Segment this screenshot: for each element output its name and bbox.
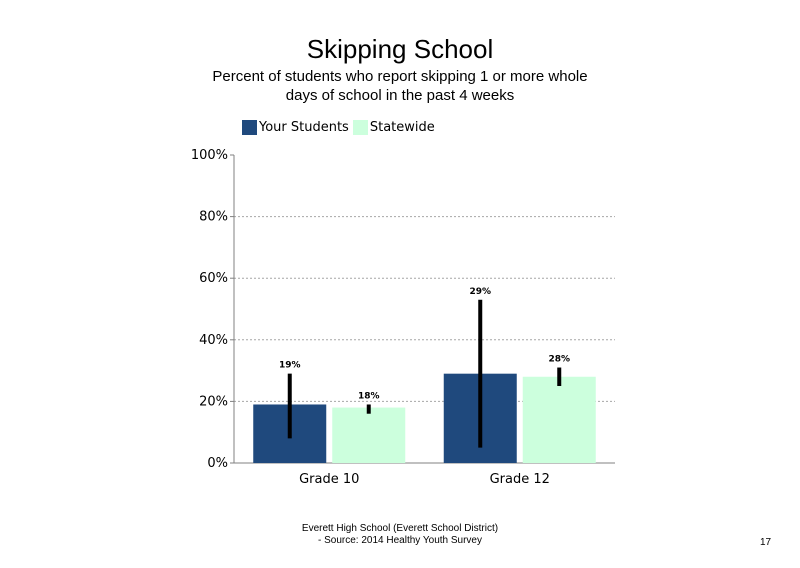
bar-statewide — [332, 407, 406, 463]
legend-item-your-students: Your Students — [242, 119, 349, 135]
legend-swatch-statewide — [352, 119, 368, 135]
chart-subtitle: Percent of students who report skipping … — [212, 68, 588, 104]
data-label: 28% — [548, 355, 570, 365]
legend-label-statewide: Statewide — [369, 119, 435, 135]
legend-item-statewide: Statewide — [352, 119, 435, 135]
footer-source: - Source: 2014 Healthy Youth Survey — [318, 535, 482, 546]
data-label: 29% — [469, 287, 491, 297]
chart-title: Skipping School — [306, 34, 494, 64]
legend: Your Students Statewide — [242, 118, 439, 136]
y-tick-label: 80% — [199, 210, 228, 225]
y-tick-label: 0% — [207, 456, 228, 471]
y-tick-label: 60% — [199, 271, 228, 286]
bar-statewide — [522, 376, 596, 463]
x-tick-label: Grade 12 — [490, 472, 550, 487]
legend-swatch-your-students — [242, 119, 257, 135]
page-number: 17 — [760, 537, 772, 548]
footer-school: Everett High School (Everett School Dist… — [301, 523, 499, 534]
legend-label-your-students: Your Students — [259, 119, 349, 135]
x-tick-label: Grade 10 — [299, 472, 359, 487]
data-label: 19% — [279, 361, 301, 371]
data-label: 18% — [358, 391, 380, 401]
y-tick-label: 100% — [191, 148, 228, 163]
y-tick-label: 40% — [199, 333, 228, 348]
footer: Everett High School (Everett School Dist… — [250, 523, 550, 547]
y-tick-label: 20% — [199, 394, 228, 409]
